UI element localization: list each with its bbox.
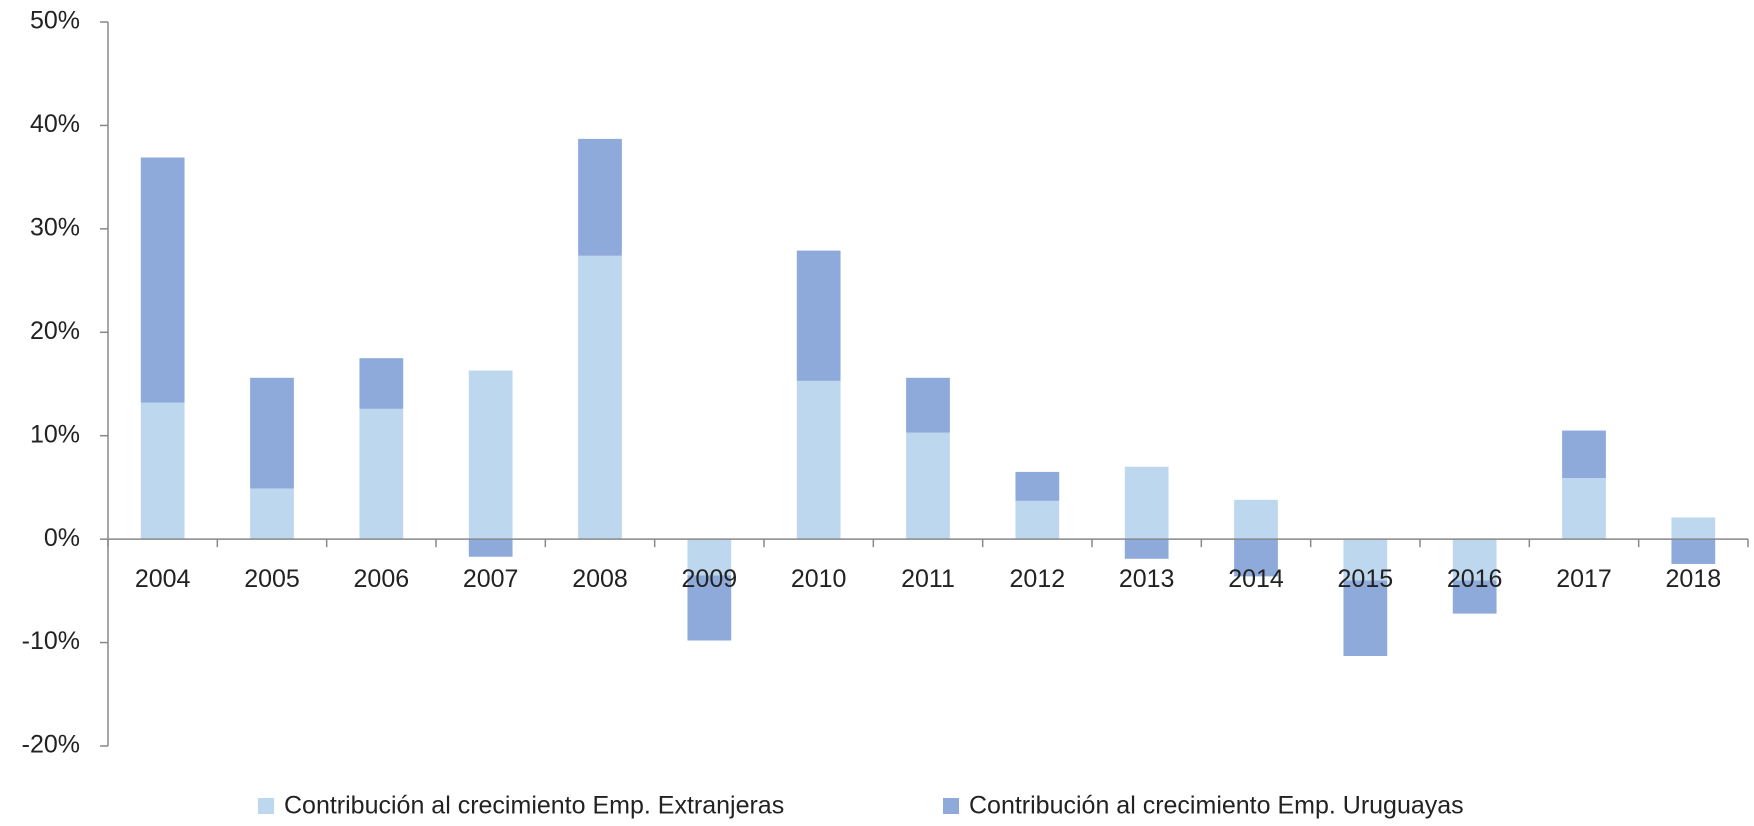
x-tick-label: 2012 [1010,565,1066,593]
bar [250,488,294,540]
bar [1671,539,1716,564]
bar [1343,580,1388,657]
bar [468,539,513,557]
bar [359,358,404,409]
legend-label: Contribución al crecimiento Emp. Extranj… [284,792,784,820]
bar [906,432,950,540]
x-tick-label: 2011 [901,565,955,593]
legend-swatch [258,798,274,814]
bar [1124,539,1169,559]
x-tick-label: 2004 [135,565,191,593]
bar [250,377,294,489]
bar [796,380,841,540]
x-tick-label: 2005 [244,565,300,593]
bar [1234,499,1278,540]
y-tick-label: 10% [30,420,80,448]
x-tick-label: 2008 [572,565,628,593]
y-tick-label: 20% [30,317,80,345]
bar [1562,430,1606,479]
x-tick-label: 2013 [1119,565,1175,593]
x-tick-label: 2010 [791,565,847,593]
bar [1234,539,1278,577]
x-tick-label: 2018 [1666,565,1722,593]
legend-swatch [943,798,959,814]
y-tick-label: 40% [30,110,80,138]
bar [1015,500,1060,540]
bar [468,370,513,540]
x-tick-label: 2007 [463,565,519,593]
bar [1015,471,1060,501]
x-tick-label: 2009 [682,565,738,593]
bar [140,402,185,540]
bar [906,377,950,433]
bar [1562,478,1606,540]
y-tick-label: 0% [44,524,80,552]
bar [578,138,622,256]
bar [1452,539,1497,581]
bar [687,575,732,641]
bar [1452,580,1497,614]
y-tick-label: -20% [22,731,80,759]
bar [1343,539,1388,581]
bar [140,157,185,403]
bar [578,255,622,540]
y-tick-label: -10% [22,627,80,655]
bar [359,408,404,540]
legend-label: Contribución al crecimiento Emp. Uruguay… [969,792,1464,820]
bar [796,250,841,381]
x-tick-label: 2015 [1338,565,1394,593]
y-tick-label: 30% [30,213,80,241]
y-tick-label: 50% [30,7,80,35]
bar [1671,517,1716,540]
x-tick-label: 2017 [1556,565,1612,593]
x-tick-label: 2016 [1447,565,1503,593]
bar [1124,466,1169,540]
x-tick-label: 2006 [354,565,410,593]
bar [687,539,732,576]
x-tick-label: 2014 [1228,565,1284,593]
